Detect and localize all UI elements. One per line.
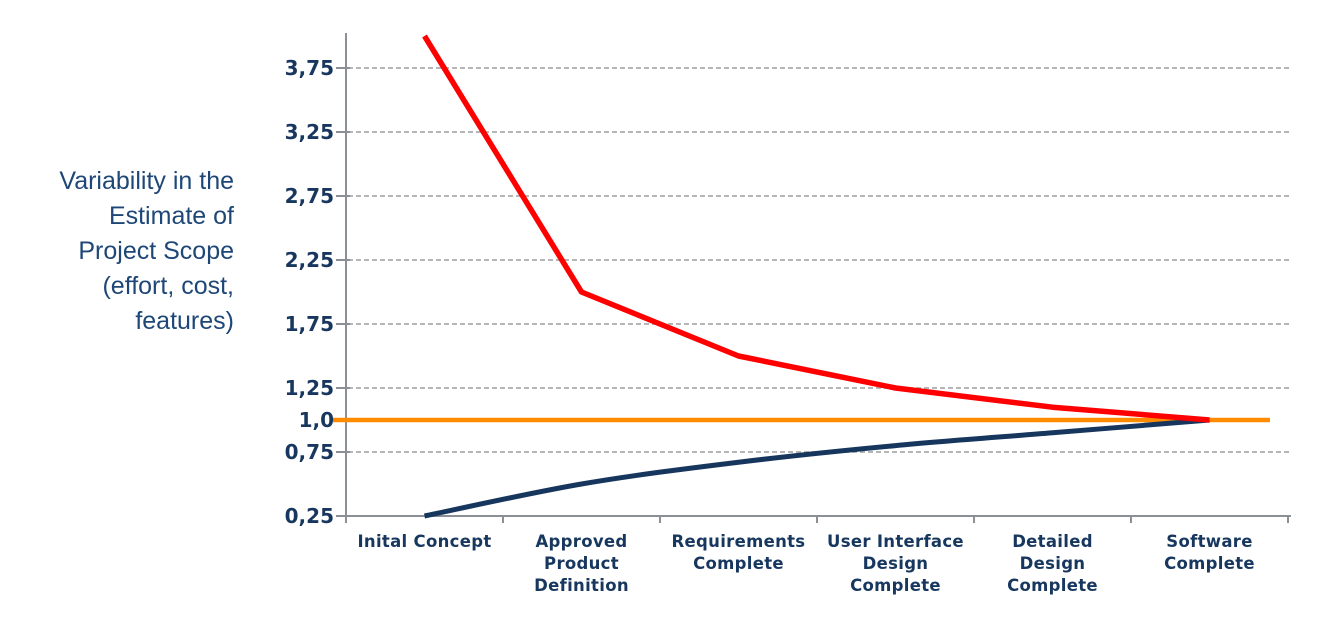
lower-estimate-bound-line <box>424 417 1210 519</box>
upper-estimate-bound-line <box>422 34 1210 423</box>
